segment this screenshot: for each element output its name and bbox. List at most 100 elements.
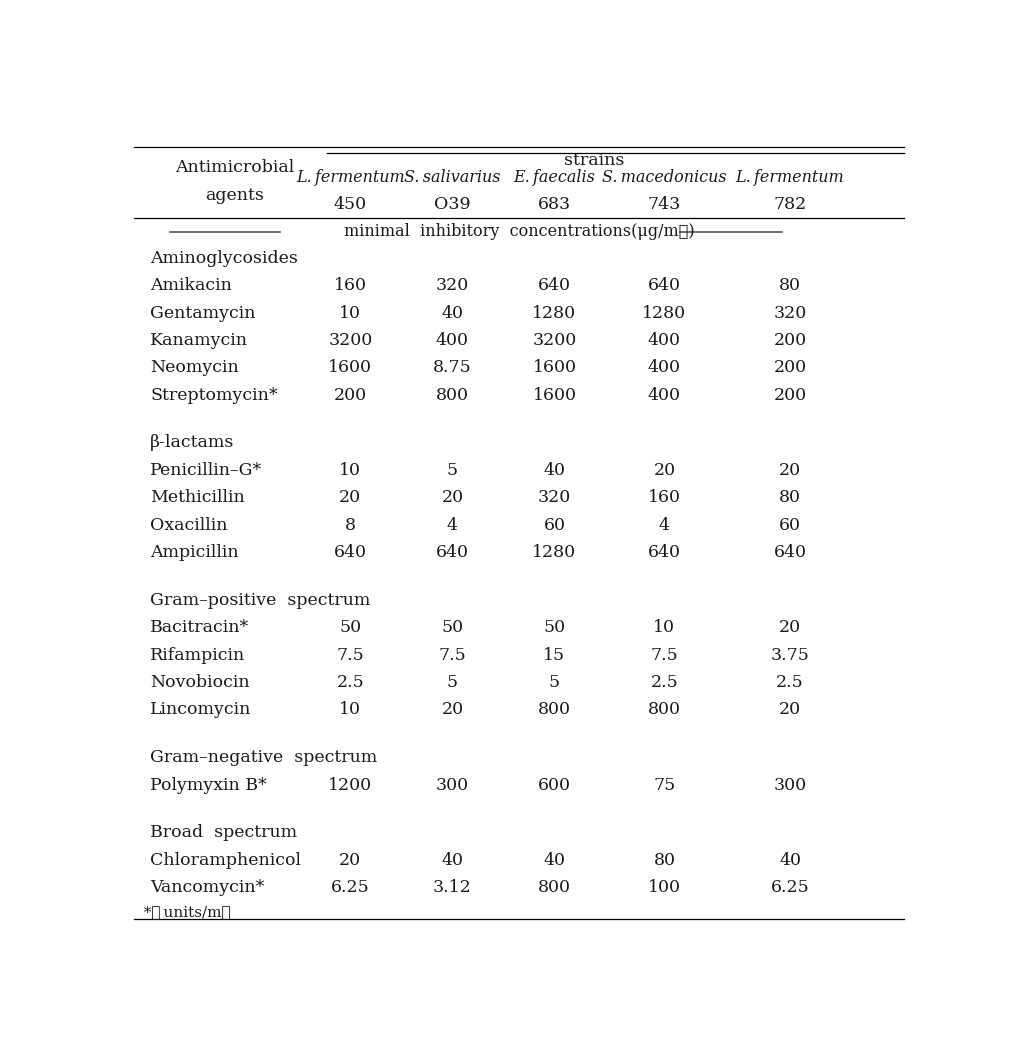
Text: 2.5: 2.5 (650, 673, 679, 691)
Text: Antimicrobial: Antimicrobial (175, 159, 294, 176)
Text: Oxacillin: Oxacillin (150, 516, 228, 534)
Text: 8: 8 (344, 516, 356, 534)
Text: 3.75: 3.75 (771, 646, 809, 664)
Text: 400: 400 (436, 331, 469, 349)
Text: 1280: 1280 (533, 544, 576, 561)
Text: 2.5: 2.5 (336, 673, 365, 691)
Text: 40: 40 (442, 304, 463, 322)
Text: 10: 10 (339, 702, 362, 719)
Text: Chloramphenicol: Chloramphenicol (150, 852, 301, 869)
Text: Amikacin: Amikacin (150, 277, 232, 294)
Text: 400: 400 (648, 331, 681, 349)
Text: 640: 640 (648, 544, 681, 561)
Text: 1280: 1280 (642, 304, 687, 322)
Text: 20: 20 (442, 489, 464, 507)
Text: 8.75: 8.75 (433, 359, 472, 377)
Text: Gram–negative  spectrum: Gram–negative spectrum (150, 749, 378, 766)
Text: 450: 450 (334, 196, 367, 213)
Text: 7.5: 7.5 (439, 646, 466, 664)
Text: 200: 200 (334, 387, 367, 404)
Text: 20: 20 (779, 619, 801, 636)
Text: 640: 640 (648, 277, 681, 294)
Text: Vancomycin*: Vancomycin* (150, 879, 264, 896)
Text: Broad  spectrum: Broad spectrum (150, 825, 297, 841)
Text: 75: 75 (653, 776, 676, 793)
Text: 1280: 1280 (533, 304, 576, 322)
Text: 20: 20 (442, 702, 464, 719)
Text: 50: 50 (339, 619, 362, 636)
Text: 10: 10 (653, 619, 676, 636)
Text: Rifampicin: Rifampicin (150, 646, 245, 664)
Text: 800: 800 (538, 702, 571, 719)
Text: 300: 300 (436, 776, 469, 793)
Text: 1600: 1600 (533, 359, 576, 377)
Text: 20: 20 (779, 462, 801, 478)
Text: β‐lactams: β‐lactams (150, 434, 235, 451)
Text: 40: 40 (544, 462, 565, 478)
Text: 5: 5 (447, 462, 458, 478)
Text: *： units/mℓ: *： units/mℓ (135, 905, 231, 919)
Text: Streptomycin*: Streptomycin* (150, 387, 278, 404)
Text: 50: 50 (543, 619, 565, 636)
Text: 800: 800 (648, 702, 681, 719)
Text: 50: 50 (442, 619, 464, 636)
Text: S. macedonicus: S. macedonicus (602, 169, 726, 186)
Text: 1600: 1600 (328, 359, 373, 377)
Text: 15: 15 (543, 646, 565, 664)
Text: 683: 683 (538, 196, 571, 213)
Text: L. fermentum: L. fermentum (296, 169, 404, 186)
Text: 320: 320 (436, 277, 469, 294)
Text: Gram–positive  spectrum: Gram–positive spectrum (150, 592, 371, 608)
Text: 5: 5 (447, 673, 458, 691)
Text: Polymyxin B*: Polymyxin B* (150, 776, 267, 793)
Text: 100: 100 (648, 879, 681, 896)
Text: 1600: 1600 (533, 387, 576, 404)
Text: agents: agents (206, 187, 264, 204)
Text: Penicillin–G*: Penicillin–G* (150, 462, 262, 478)
Text: 782: 782 (773, 196, 806, 213)
Text: L. fermentum: L. fermentum (735, 169, 844, 186)
Text: 7.5: 7.5 (650, 646, 679, 664)
Text: 1200: 1200 (328, 776, 373, 793)
Text: 7.5: 7.5 (336, 646, 365, 664)
Text: 5: 5 (549, 673, 560, 691)
Text: 10: 10 (339, 304, 362, 322)
Text: 40: 40 (544, 852, 565, 869)
Text: 320: 320 (773, 304, 806, 322)
Text: O39: O39 (435, 196, 471, 213)
Text: Aminoglycosides: Aminoglycosides (150, 250, 298, 266)
Text: 80: 80 (779, 277, 801, 294)
Text: Bacitracin*: Bacitracin* (150, 619, 249, 636)
Text: Novobiocin: Novobiocin (150, 673, 250, 691)
Text: 400: 400 (648, 359, 681, 377)
Text: 80: 80 (779, 489, 801, 507)
Text: 800: 800 (436, 387, 469, 404)
Text: 3.12: 3.12 (433, 879, 472, 896)
Text: 640: 640 (774, 544, 806, 561)
Text: 4: 4 (658, 516, 670, 534)
Text: 743: 743 (647, 196, 681, 213)
Text: 160: 160 (334, 277, 367, 294)
Text: strains: strains (563, 152, 624, 169)
Text: 640: 640 (538, 277, 571, 294)
Text: 40: 40 (779, 852, 801, 869)
Text: 20: 20 (653, 462, 676, 478)
Text: 10: 10 (339, 462, 362, 478)
Text: 20: 20 (779, 702, 801, 719)
Text: minimal  inhibitory  concentrations(μg/mℓ): minimal inhibitory concentrations(μg/mℓ) (343, 223, 695, 240)
Text: S. salivarius: S. salivarius (404, 169, 500, 186)
Text: 2.5: 2.5 (776, 673, 804, 691)
Text: 640: 640 (436, 544, 469, 561)
Text: 200: 200 (774, 359, 806, 377)
Text: 80: 80 (653, 852, 676, 869)
Text: 6.25: 6.25 (771, 879, 809, 896)
Text: 20: 20 (339, 489, 362, 507)
Text: 800: 800 (538, 879, 571, 896)
Text: Gentamycin: Gentamycin (150, 304, 255, 322)
Text: Kanamycin: Kanamycin (150, 331, 248, 349)
Text: E. faecalis: E. faecalis (514, 169, 596, 186)
Text: Neomycin: Neomycin (150, 359, 239, 377)
Text: 200: 200 (774, 387, 806, 404)
Text: 6.25: 6.25 (331, 879, 370, 896)
Text: 40: 40 (442, 852, 463, 869)
